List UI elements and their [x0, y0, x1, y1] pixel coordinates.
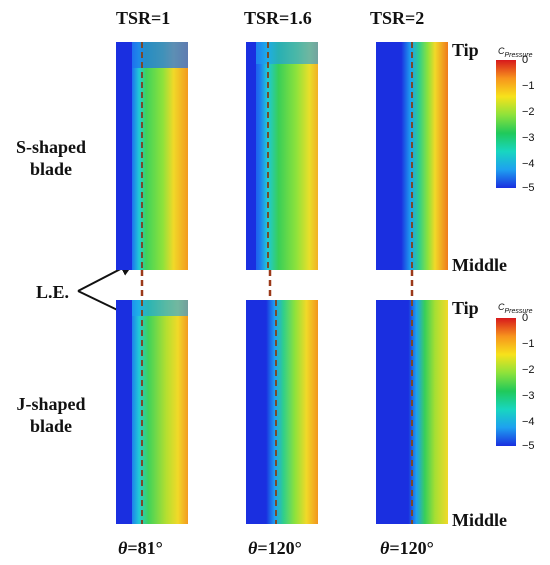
contour-j-tsr1-6 [246, 300, 318, 524]
colorbar-bottom-tick-4: −4 [522, 416, 535, 428]
row-label-j-shaped: J-shaped blade [6, 393, 96, 437]
colorbar-top-tick-5: −5 [522, 182, 535, 194]
colorbar-bottom-tick-3: −3 [522, 390, 535, 402]
leading-edge-label: L.E. [36, 282, 70, 302]
tip-label-top: Tip [452, 40, 479, 60]
middle-label-top: Middle [452, 255, 508, 275]
colorbar-title-bottom: CPressure [498, 302, 533, 315]
column-title-1: TSR=1 [116, 8, 171, 28]
row-label-j-line2: blade [29, 416, 72, 436]
row-label-s-shaped: S-shaped blade [6, 136, 96, 180]
tip-label-bottom: Tip [452, 298, 479, 318]
colorbar-bottom-tick-5: −5 [522, 440, 535, 452]
contour-s-tsr1-6 [246, 42, 318, 270]
colorbar-gradient-top [496, 60, 516, 188]
colorbar-top-tick-3: −3 [522, 132, 535, 144]
theta-label-1: θ=81° [118, 538, 163, 558]
colorbar-bottom-tick-0: 0 [522, 312, 529, 324]
colorbar-title-top: CPressure [498, 46, 533, 59]
contour-s-tsr2 [376, 42, 448, 270]
row-label-s-line2: blade [29, 159, 72, 179]
colorbar-bottom-tick-1: −1 [522, 338, 535, 350]
colorbar-top-tick-4: −4 [522, 158, 535, 170]
colorbar-top-tick-2: −2 [522, 106, 535, 118]
le-connector-lines [140, 270, 414, 300]
contour-s-tsr1 [116, 42, 188, 270]
row-label-s-line1: S-shaped [15, 137, 87, 157]
column-title-3: TSR=2 [370, 8, 425, 28]
colorbar-top-tick-1: −1 [522, 80, 535, 92]
colorbar-gradient-bottom [496, 318, 516, 446]
colorbar-top: CPressure 0 −1 −2 −3 −4 −5 [496, 46, 550, 196]
row-label-j-line1: J-shaped [16, 394, 86, 414]
theta-label-3: θ=120° [380, 538, 434, 558]
contour-j-tsr2 [376, 300, 448, 524]
colorbar-bottom: CPressure 0 −1 −2 −3 −4 −5 [496, 302, 550, 452]
theta-label-2: θ=120° [248, 538, 302, 558]
colorbar-bottom-tick-2: −2 [522, 364, 535, 376]
colorbar-top-tick-0: 0 [522, 54, 529, 66]
contour-j-tsr1 [116, 300, 188, 524]
column-title-2: TSR=1.6 [244, 8, 312, 28]
middle-label-bottom: Middle [452, 510, 508, 530]
